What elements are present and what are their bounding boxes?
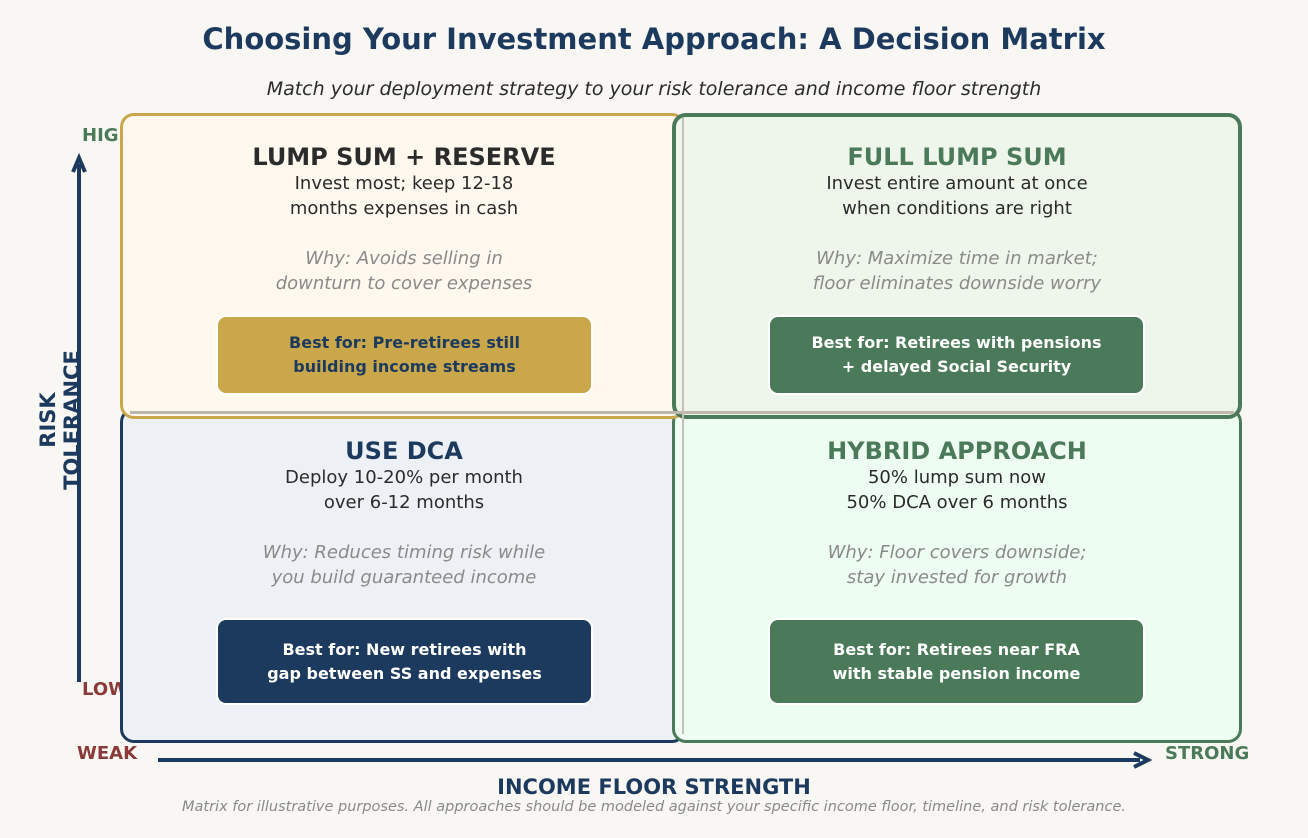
y-axis-arrow-icon bbox=[71, 152, 87, 173]
quadrant-description: 50% lump sum now 50% DCA over 6 months bbox=[846, 467, 1068, 513]
best-for-badge: Best for: Pre-retirees still building in… bbox=[216, 315, 593, 395]
x-axis-label: INCOME FLOOR STRENGTH bbox=[497, 775, 811, 799]
x-axis-weak-label: WEAK bbox=[77, 743, 138, 764]
quadrant-rationale: Why: Maximize time in market; floor elim… bbox=[812, 248, 1102, 294]
quadrant-top-right-content: FULL LUMP SUM Invest entire amount at on… bbox=[672, 143, 1242, 296]
best-for-badge: Best for: Retirees near FRA with stable … bbox=[768, 618, 1145, 705]
vertical-divider bbox=[682, 118, 684, 734]
quadrant-description: Invest most; keep 12-18 months expenses … bbox=[289, 173, 519, 219]
footnote: Matrix for illustrative purposes. All ap… bbox=[182, 799, 1126, 815]
best-for-badge: Best for: Retirees with pensions + delay… bbox=[768, 315, 1145, 395]
quadrant-bottom-right-content: HYBRID APPROACH 50% lump sum now 50% DCA… bbox=[672, 437, 1242, 590]
y-axis-low-label: LOW bbox=[82, 679, 128, 700]
quadrant-description: Deploy 10-20% per month over 6-12 months bbox=[285, 467, 523, 513]
quadrant-bottom-left-content: USE DCA Deploy 10-20% per month over 6-1… bbox=[120, 437, 688, 590]
x-axis-arrow-icon bbox=[1133, 751, 1153, 769]
quadrant-top-left-content: LUMP SUM + RESERVE Invest most; keep 12-… bbox=[120, 143, 688, 296]
quadrant-title: FULL LUMP SUM bbox=[847, 143, 1067, 171]
best-for-badge: Best for: New retirees with gap between … bbox=[216, 618, 593, 705]
quadrant-title: LUMP SUM + RESERVE bbox=[252, 143, 556, 171]
diagram-subtitle: Match your deployment strategy to your r… bbox=[266, 78, 1042, 100]
quadrant-rationale: Why: Floor covers downside; stay investe… bbox=[827, 542, 1087, 588]
quadrant-rationale: Why: Reduces timing risk while you build… bbox=[262, 542, 546, 588]
quadrant-title: USE DCA bbox=[345, 437, 463, 465]
x-axis-strong-label: STRONG bbox=[1165, 743, 1250, 764]
quadrant-description: Invest entire amount at once when condit… bbox=[826, 173, 1088, 219]
quadrant-title: HYBRID APPROACH bbox=[827, 437, 1087, 465]
diagram-title: Choosing Your Investment Approach: A Dec… bbox=[202, 22, 1106, 56]
quadrant-rationale: Why: Avoids selling in downturn to cover… bbox=[275, 248, 533, 294]
